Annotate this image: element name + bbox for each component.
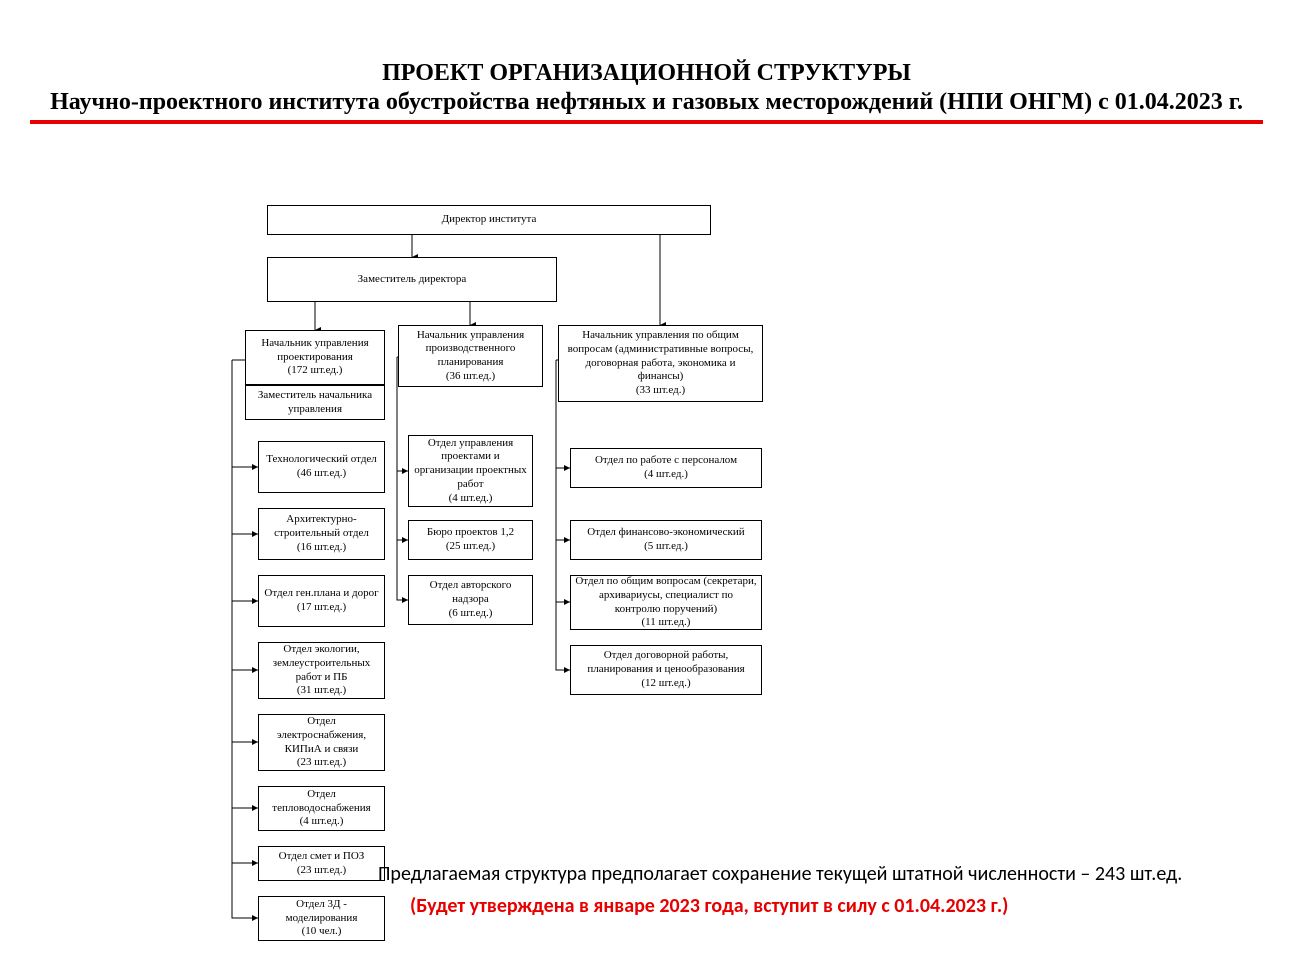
node-label: Отдел ген.плана и дорог [263, 587, 380, 601]
node-count: (11 шт.ед.) [575, 616, 757, 630]
node-count: (12 шт.ед.) [575, 677, 757, 691]
node-label: Отдел по общим вопросам (секретари, архи… [575, 575, 757, 616]
node-label: Технологический отдел [263, 453, 380, 467]
org-node-estimate_dept: Отдел смет и ПОЗ(23 шт.ед.) [258, 846, 385, 881]
node-label: Бюро проектов 1,2 [413, 526, 528, 540]
node-label: Отдел авторского надзора [413, 579, 528, 607]
node-count: (36 шт.ед.) [403, 370, 538, 384]
node-label: Отдел по работе с персоналом [575, 454, 757, 468]
connectors-svg [0, 60, 1293, 959]
node-count: (33 шт.ед.) [563, 384, 758, 398]
org-chart: Директор института Заместитель директора Н… [0, 60, 1293, 959]
node-count: (5 шт.ед.) [575, 540, 757, 554]
node-count: (4 шт.ед.) [575, 468, 757, 482]
org-node-gen_dept: Отдел по общим вопросам (секретари, архи… [570, 575, 762, 630]
org-node-eco_dept: Отдел экологии, землеустроительных работ… [258, 642, 385, 699]
node-label: Начальник управления по общим вопросам (… [563, 329, 758, 384]
node-label: Отдел договорной работы, планирования и … [575, 649, 757, 677]
node-count: (46 шт.ед.) [263, 467, 380, 481]
node-count: (10 чел.) [263, 925, 380, 939]
node-count: (6 шт.ед.) [413, 607, 528, 621]
node-label: Отдел электроснабжения, КИПиА и связи [263, 715, 380, 756]
footer-note: Предлагаемая структура предполагает сохр… [378, 862, 1182, 886]
node-count: (23 шт.ед.) [263, 756, 380, 770]
node-count: (17 шт.ед.) [263, 601, 380, 615]
org-node-heat_dept: Отдел тепловодоснабжения(4 шт.ед.) [258, 786, 385, 831]
org-node-proj_mgmt: Отдел управления проектами и организации… [408, 435, 533, 507]
node-count: (25 шт.ед.) [413, 540, 528, 554]
node-count: (31 шт.ед.) [263, 684, 380, 698]
org-node-head_general: Начальник управления по общим вопросам (… [558, 325, 763, 402]
node-count: (16 шт.ед.) [263, 541, 380, 555]
node-count: (172 шт.ед.) [250, 364, 380, 378]
footer-red-note: (Будет утверждена в январе 2023 года, вс… [410, 894, 1008, 918]
node-label: Отдел финансово-экономический [575, 526, 757, 540]
org-node-supervision: Отдел авторского надзора(6 шт.ед.) [408, 575, 533, 625]
org-node-deputy: Заместитель директора [267, 257, 557, 302]
node-count: (4 шт.ед.) [263, 815, 380, 829]
node-label: Директор института [272, 213, 706, 227]
org-node-head_plan: Начальник управления производственного п… [398, 325, 543, 387]
org-node-hr_dept: Отдел по работе с персоналом(4 шт.ед.) [570, 448, 762, 488]
org-node-genplan_dept: Отдел ген.плана и дорог(17 шт.ед.) [258, 575, 385, 627]
node-label: Начальник управления проектирования [250, 337, 380, 365]
node-label: Заместитель директора [272, 273, 552, 287]
org-node-head_design: Начальник управления проектирования(172 … [245, 330, 385, 385]
org-node-director: Директор института [267, 205, 711, 235]
node-label: Заместитель начальника управления [250, 389, 380, 417]
org-node-arch_dept: Архитектурно-строительный отдел(16 шт.ед… [258, 508, 385, 560]
org-node-electro_dept: Отдел электроснабжения, КИПиА и связи(23… [258, 714, 385, 771]
node-label: Отдел 3Д - моделирования [263, 898, 380, 926]
node-label: Отдел тепловодоснабжения [263, 788, 380, 816]
node-label: Отдел смет и ПОЗ [263, 850, 380, 864]
org-node-deputy_head: Заместитель начальника управления [245, 385, 385, 420]
node-label: Отдел экологии, землеустроительных работ… [263, 643, 380, 684]
node-label: Отдел управления проектами и организации… [413, 437, 528, 492]
node-count: (4 шт.ед.) [413, 492, 528, 506]
org-node-contract_dept: Отдел договорной работы, планирования и … [570, 645, 762, 695]
node-label: Архитектурно-строительный отдел [263, 513, 380, 541]
node-count: (23 шт.ед.) [263, 864, 380, 878]
org-node-model3d_dept: Отдел 3Д - моделирования(10 чел.) [258, 896, 385, 941]
org-node-fin_dept: Отдел финансово-экономический(5 шт.ед.) [570, 520, 762, 560]
org-node-bureau: Бюро проектов 1,2(25 шт.ед.) [408, 520, 533, 560]
org-node-tech_dept: Технологический отдел(46 шт.ед.) [258, 441, 385, 493]
node-label: Начальник управления производственного п… [403, 329, 538, 370]
